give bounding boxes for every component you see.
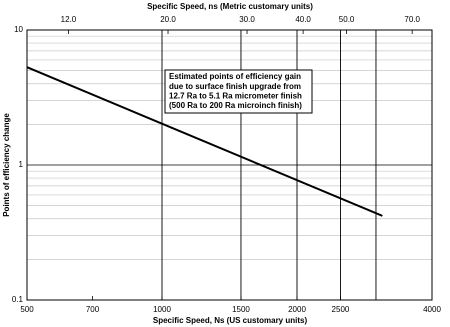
annotation-text: due to surface finish upgrade from	[169, 82, 301, 91]
y-tick-label: 0.1	[12, 295, 24, 304]
x2-tick-label: 40.0	[295, 15, 311, 24]
x2-tick-label: 20.0	[160, 15, 176, 24]
data-line	[26, 66, 383, 217]
annotation-box	[164, 69, 313, 114]
x2-axis-title: Specific Speed, ns (Metric customary uni…	[147, 2, 313, 11]
y-tick-label: 1	[19, 160, 24, 169]
x2-tick-label: 70.0	[404, 15, 420, 24]
x2-tick-label: 50.0	[339, 15, 355, 24]
annotation-text: 12.7 Ra to 5.1 Ra micrometer finish	[169, 92, 302, 101]
x2-tick-label: 12.0	[61, 15, 77, 24]
x-tick-label: 2500	[332, 305, 350, 314]
y-axis-title: Points of efficiency change	[2, 113, 11, 217]
x2-tick-label: 30.0	[239, 15, 255, 24]
x-tick-label: 700	[86, 305, 100, 314]
x-tick-label: 2000	[288, 305, 306, 314]
annotation-text: (500 Ra to 200 Ra microinch finish)	[169, 101, 302, 110]
x-tick-label: 1500	[232, 305, 250, 314]
annotation-text: Estimated points of efficiency gain	[169, 72, 301, 81]
x-tick-label: 1000	[153, 305, 171, 314]
x-tick-label: 500	[20, 305, 34, 314]
y-tick-label: 10	[14, 25, 23, 34]
x-axis-title: Specific Speed, Ns (US customary units)	[153, 316, 308, 325]
x-tick-label: 4000	[423, 305, 441, 314]
plot-frame	[26, 29, 433, 301]
